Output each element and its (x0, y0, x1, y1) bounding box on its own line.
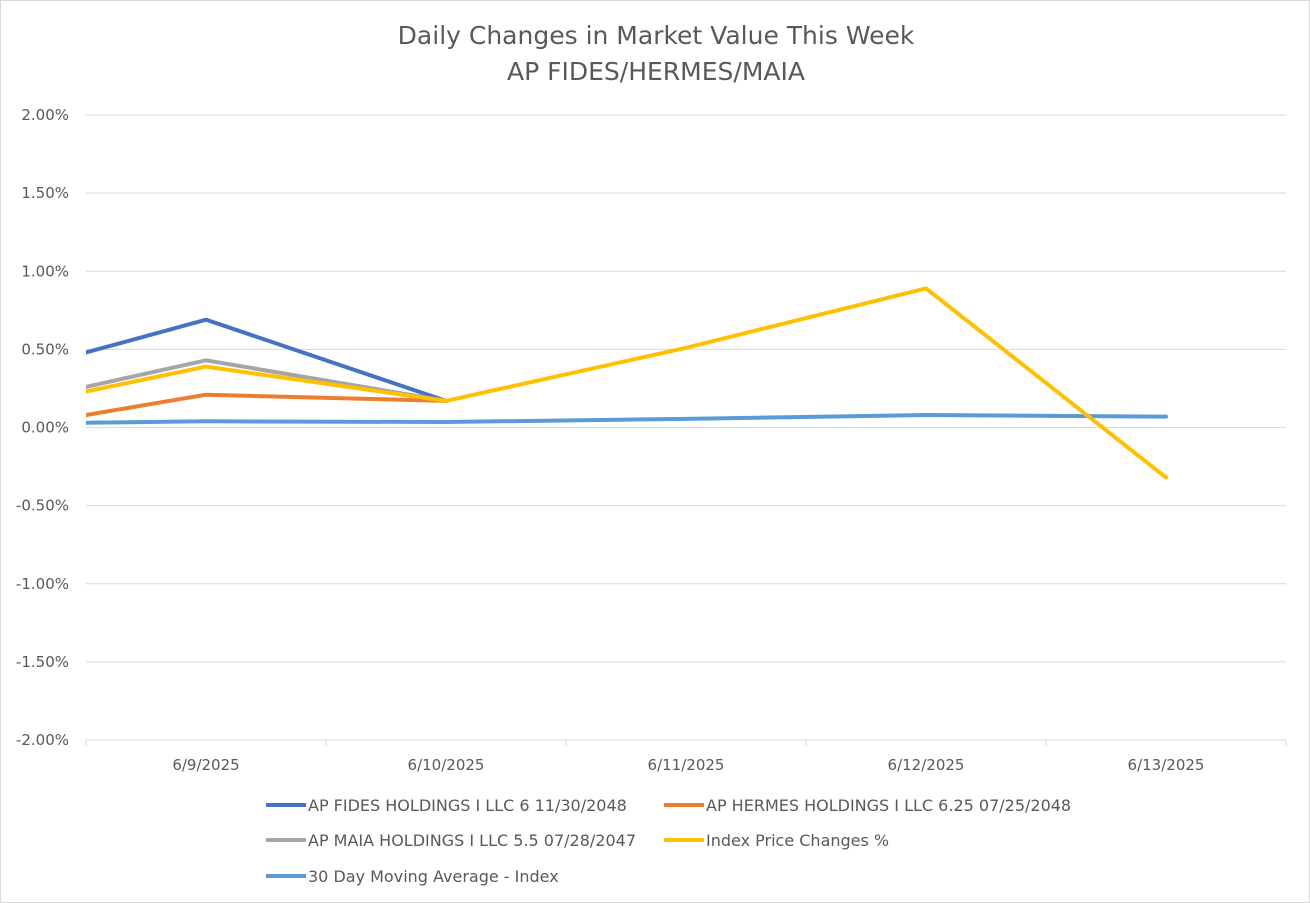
legend-label: AP MAIA HOLDINGS I LLC 5.5 07/28/2047 (308, 830, 637, 850)
series-line-3 (86, 286, 1168, 480)
chart-subtitle: AP FIDES/HERMES/MAIA (507, 57, 805, 86)
x-tick-label: 6/13/2025 (1128, 756, 1205, 774)
legend-label: AP FIDES HOLDINGS I LLC 6 11/30/2048 (308, 795, 627, 815)
x-tick-label: 6/9/2025 (172, 756, 239, 774)
legend-swatch (664, 803, 704, 807)
series-line-2 (86, 358, 448, 403)
legend-item: Index Price Changes % (664, 828, 889, 852)
y-tick-label: 1.50% (21, 184, 69, 202)
legend-swatch (664, 838, 704, 842)
y-tick-label: 1.00% (21, 262, 69, 280)
legend-label: AP HERMES HOLDINGS I LLC 6.25 07/25/2048 (706, 795, 1072, 815)
x-tick-label: 6/12/2025 (888, 756, 965, 774)
y-tick-label: 0.50% (21, 340, 69, 358)
legend-item: AP FIDES HOLDINGS I LLC 6 11/30/2048 (266, 793, 627, 817)
legend-item: 30 Day Moving Average - Index (266, 864, 559, 888)
legend-label: 30 Day Moving Average - Index (308, 866, 559, 886)
y-tick-label: -0.50% (16, 497, 69, 515)
y-tick-label: 2.00% (21, 106, 69, 124)
legend-swatch (266, 874, 306, 878)
series-line-1 (86, 392, 448, 417)
y-tick-label: -1.50% (16, 653, 69, 671)
x-tick-label: 6/10/2025 (408, 756, 485, 774)
legend-swatch (266, 803, 306, 807)
chart-title: Daily Changes in Market Value This Week (397, 21, 915, 50)
y-tick-label: -1.00% (16, 575, 69, 593)
legend-item: AP MAIA HOLDINGS I LLC 5.5 07/28/2047 (266, 828, 636, 852)
x-tick-label: 6/11/2025 (648, 756, 725, 774)
y-tick-label: 0.00% (21, 419, 69, 437)
legend-label: Index Price Changes % (706, 830, 890, 850)
y-tick-label: -2.00% (16, 731, 69, 749)
series-line-4 (86, 413, 1168, 425)
legend-swatch (266, 838, 306, 842)
series-line-0 (86, 317, 448, 403)
legend-item: AP HERMES HOLDINGS I LLC 6.25 07/25/2048 (664, 793, 1071, 817)
